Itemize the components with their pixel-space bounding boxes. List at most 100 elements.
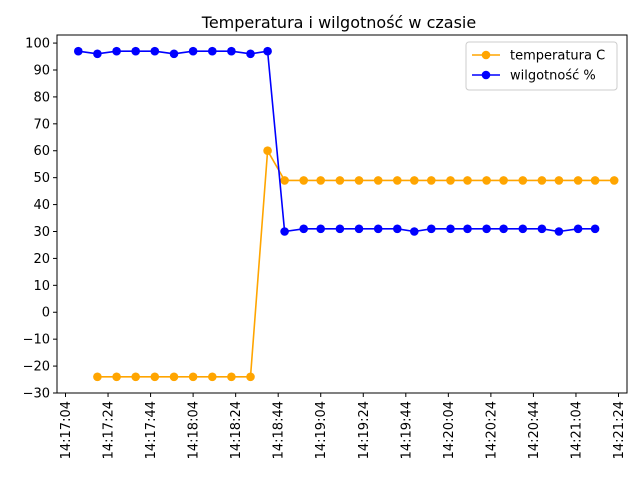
y-tick-label: 90 bbox=[33, 63, 50, 78]
data-point bbox=[112, 46, 121, 56]
data-point bbox=[410, 227, 419, 236]
series-1 bbox=[74, 46, 600, 236]
axes-layer: −30 −20 −10 0 10 20 30 40 50 60 70 80 90 100 14:17:04 1… bbox=[23, 34, 628, 459]
data-point bbox=[354, 224, 364, 234]
data-point bbox=[112, 372, 121, 382]
x-tick-label: 14:21:24 bbox=[612, 401, 627, 459]
x-tick-label: 14:19:24 bbox=[357, 401, 372, 459]
data-point bbox=[169, 49, 179, 59]
data-point bbox=[208, 46, 217, 56]
data-point bbox=[335, 176, 345, 185]
data-point bbox=[93, 372, 102, 382]
y-tick-label: 80 bbox=[33, 90, 50, 105]
data-point bbox=[463, 224, 472, 234]
data-point bbox=[446, 176, 455, 185]
data-point bbox=[246, 372, 255, 382]
plot-frame bbox=[56, 34, 628, 394]
legend-label: temperatura C bbox=[510, 49, 605, 64]
series-layer bbox=[74, 46, 619, 382]
data-point bbox=[393, 224, 402, 234]
x-tick-label: 14:18:24 bbox=[229, 401, 244, 459]
data-point bbox=[537, 224, 547, 234]
y-tick-label: 60 bbox=[33, 144, 50, 159]
data-point bbox=[482, 224, 491, 234]
data-point bbox=[131, 46, 140, 56]
x-tick-label: 14:20:44 bbox=[527, 401, 542, 459]
data-point bbox=[263, 46, 272, 56]
data-point bbox=[518, 224, 528, 234]
legend-box bbox=[465, 41, 618, 91]
y-tick-label: 50 bbox=[33, 171, 50, 186]
data-point bbox=[208, 372, 217, 382]
data-point bbox=[554, 227, 564, 236]
data-point bbox=[482, 176, 491, 185]
data-point bbox=[227, 372, 236, 382]
y-tick-label: 0 bbox=[42, 306, 50, 321]
x-tick-label: 14:21:04 bbox=[570, 401, 585, 459]
data-point bbox=[354, 176, 364, 185]
data-point bbox=[316, 176, 326, 185]
data-point bbox=[280, 227, 289, 236]
data-point bbox=[246, 49, 255, 59]
data-point bbox=[131, 372, 140, 382]
legend-marker bbox=[481, 50, 491, 60]
data-point bbox=[573, 176, 583, 185]
data-point bbox=[499, 224, 508, 234]
data-point bbox=[188, 46, 198, 56]
data-point bbox=[554, 176, 564, 185]
data-point bbox=[446, 224, 455, 234]
series-line bbox=[97, 149, 615, 378]
data-point bbox=[427, 224, 436, 234]
x-tick-label: 14:17:24 bbox=[102, 401, 117, 459]
legend-marker bbox=[481, 70, 491, 80]
legend-item: wilgotność % bbox=[472, 69, 596, 84]
y-tick-label: 10 bbox=[33, 279, 50, 294]
x-tick-label: 14:18:04 bbox=[187, 401, 202, 459]
legend: temperatura C wilgotność % bbox=[465, 41, 618, 91]
data-point bbox=[227, 46, 236, 56]
data-point bbox=[316, 224, 326, 234]
data-point bbox=[609, 176, 619, 185]
y-tick-label: 100 bbox=[25, 37, 50, 52]
x-tick-label: 14:19:04 bbox=[314, 401, 329, 459]
data-point bbox=[463, 176, 472, 185]
data-point bbox=[280, 176, 289, 185]
data-point bbox=[93, 49, 102, 59]
x-tick-label: 14:17:44 bbox=[144, 401, 159, 459]
data-point bbox=[499, 176, 508, 185]
data-point bbox=[590, 176, 600, 185]
data-point bbox=[373, 224, 383, 234]
data-point bbox=[410, 176, 419, 185]
x-tick-label: 14:19:44 bbox=[399, 401, 414, 459]
data-point bbox=[263, 146, 272, 155]
data-point bbox=[299, 224, 309, 234]
data-point bbox=[518, 176, 528, 185]
data-point bbox=[169, 372, 179, 382]
y-tick-label: −30 bbox=[23, 387, 50, 402]
y-tick-label: 30 bbox=[33, 225, 50, 240]
legend-item: temperatura C bbox=[472, 49, 605, 64]
data-point bbox=[573, 224, 583, 234]
data-point bbox=[393, 176, 402, 185]
data-point bbox=[188, 372, 198, 382]
x-tick-label: 14:18:44 bbox=[272, 401, 287, 459]
legend-label: wilgotność % bbox=[510, 69, 596, 84]
x-tick-label: 14:17:04 bbox=[59, 401, 74, 459]
data-point bbox=[74, 46, 83, 56]
x-tick-label: 14:20:04 bbox=[442, 401, 457, 459]
y-tick-label: −20 bbox=[23, 360, 50, 375]
y-tick-label: 70 bbox=[33, 117, 50, 132]
data-point bbox=[335, 224, 345, 234]
chart-title: Temperatura i wilgotność w czasie bbox=[201, 13, 476, 32]
y-tick-label: 40 bbox=[33, 198, 50, 213]
data-point bbox=[590, 224, 600, 234]
data-point bbox=[150, 46, 160, 56]
y-tick-label: 20 bbox=[33, 252, 50, 267]
data-point bbox=[537, 176, 547, 185]
data-point bbox=[427, 176, 436, 185]
data-point bbox=[299, 176, 309, 185]
y-tick-label: −10 bbox=[23, 333, 50, 348]
data-point bbox=[150, 372, 160, 382]
x-tick-label: 14:20:24 bbox=[484, 401, 499, 459]
data-point bbox=[373, 176, 383, 185]
